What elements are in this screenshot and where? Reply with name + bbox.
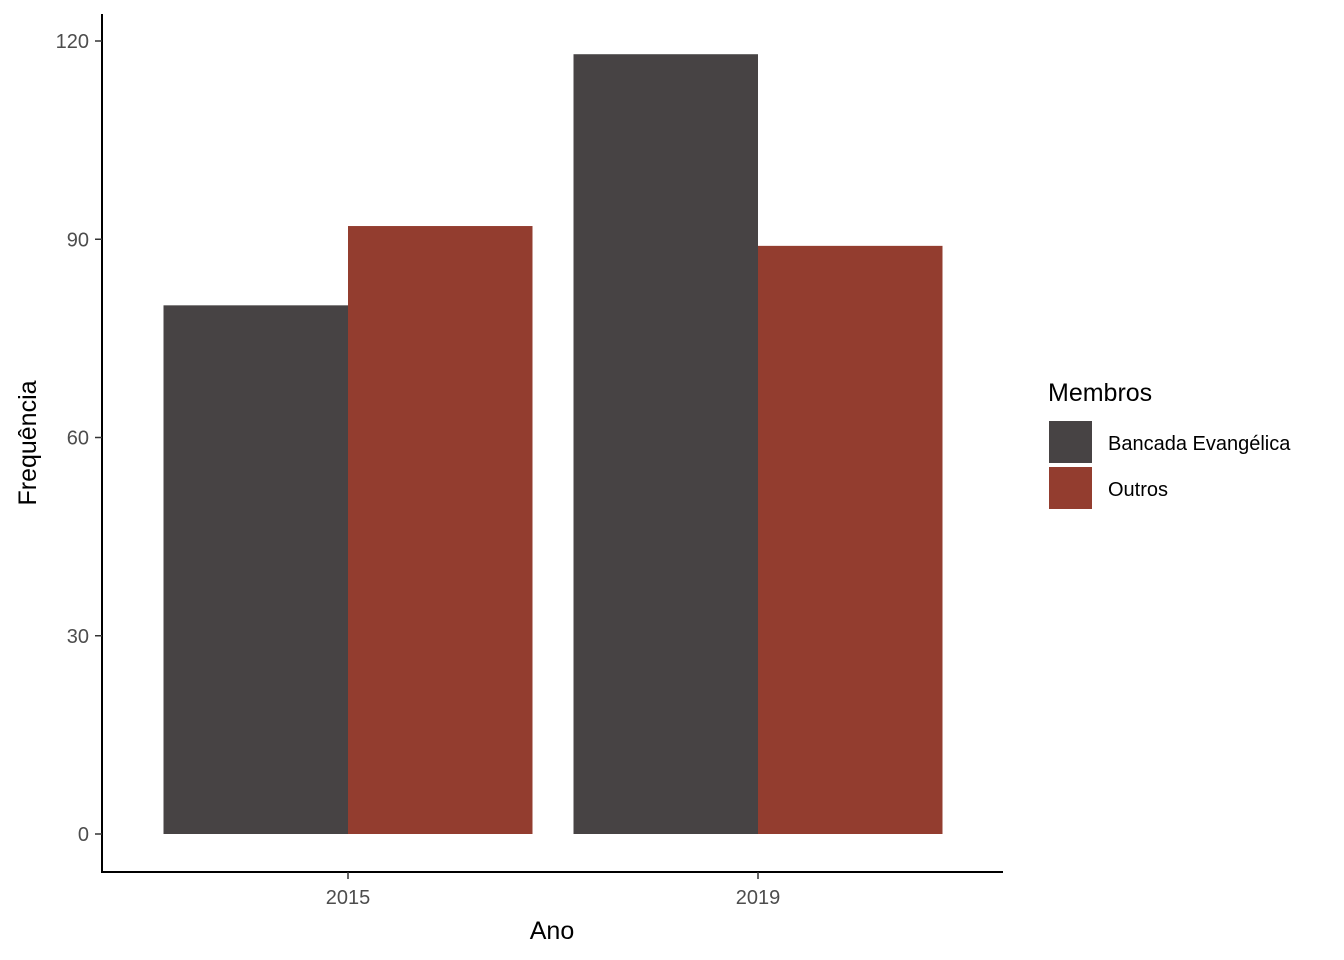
legend-label-outros: Outros	[1108, 479, 1168, 501]
y-ticks-group: 0 30 60 90 120	[56, 31, 102, 846]
y-tick-label-60: 60	[67, 428, 89, 450]
legend-items: Bancada Evangélica Outros	[1049, 421, 1291, 509]
legend: Membros Bancada Evangélica Outros	[1048, 379, 1291, 509]
legend-title: Membros	[1048, 379, 1152, 407]
y-tick-label-120: 120	[56, 31, 89, 53]
legend-label-bancada-evangélica: Bancada Evangélica	[1108, 433, 1291, 455]
bar-2015-outros	[348, 226, 533, 835]
x-axis-title: Ano	[530, 917, 574, 945]
y-tick-label-30: 30	[67, 626, 89, 648]
x-tick-label-2019: 2019	[736, 887, 781, 909]
bar-2019-outros	[758, 245, 943, 834]
bar-2015-bancada-evangélica	[163, 305, 348, 834]
x-tick-label-2015: 2015	[326, 887, 371, 909]
bars-group	[163, 54, 943, 835]
bar-2019-bancada-evangélica	[573, 54, 758, 834]
y-tick-label-0: 0	[78, 824, 89, 846]
y-axis-title: Frequência	[14, 380, 42, 505]
legend-swatch-outros	[1049, 467, 1092, 509]
x-ticks-group: 2015 2019	[326, 872, 781, 909]
y-tick-label-90: 90	[67, 229, 89, 251]
legend-swatch-bancada-evangélica	[1049, 421, 1092, 463]
